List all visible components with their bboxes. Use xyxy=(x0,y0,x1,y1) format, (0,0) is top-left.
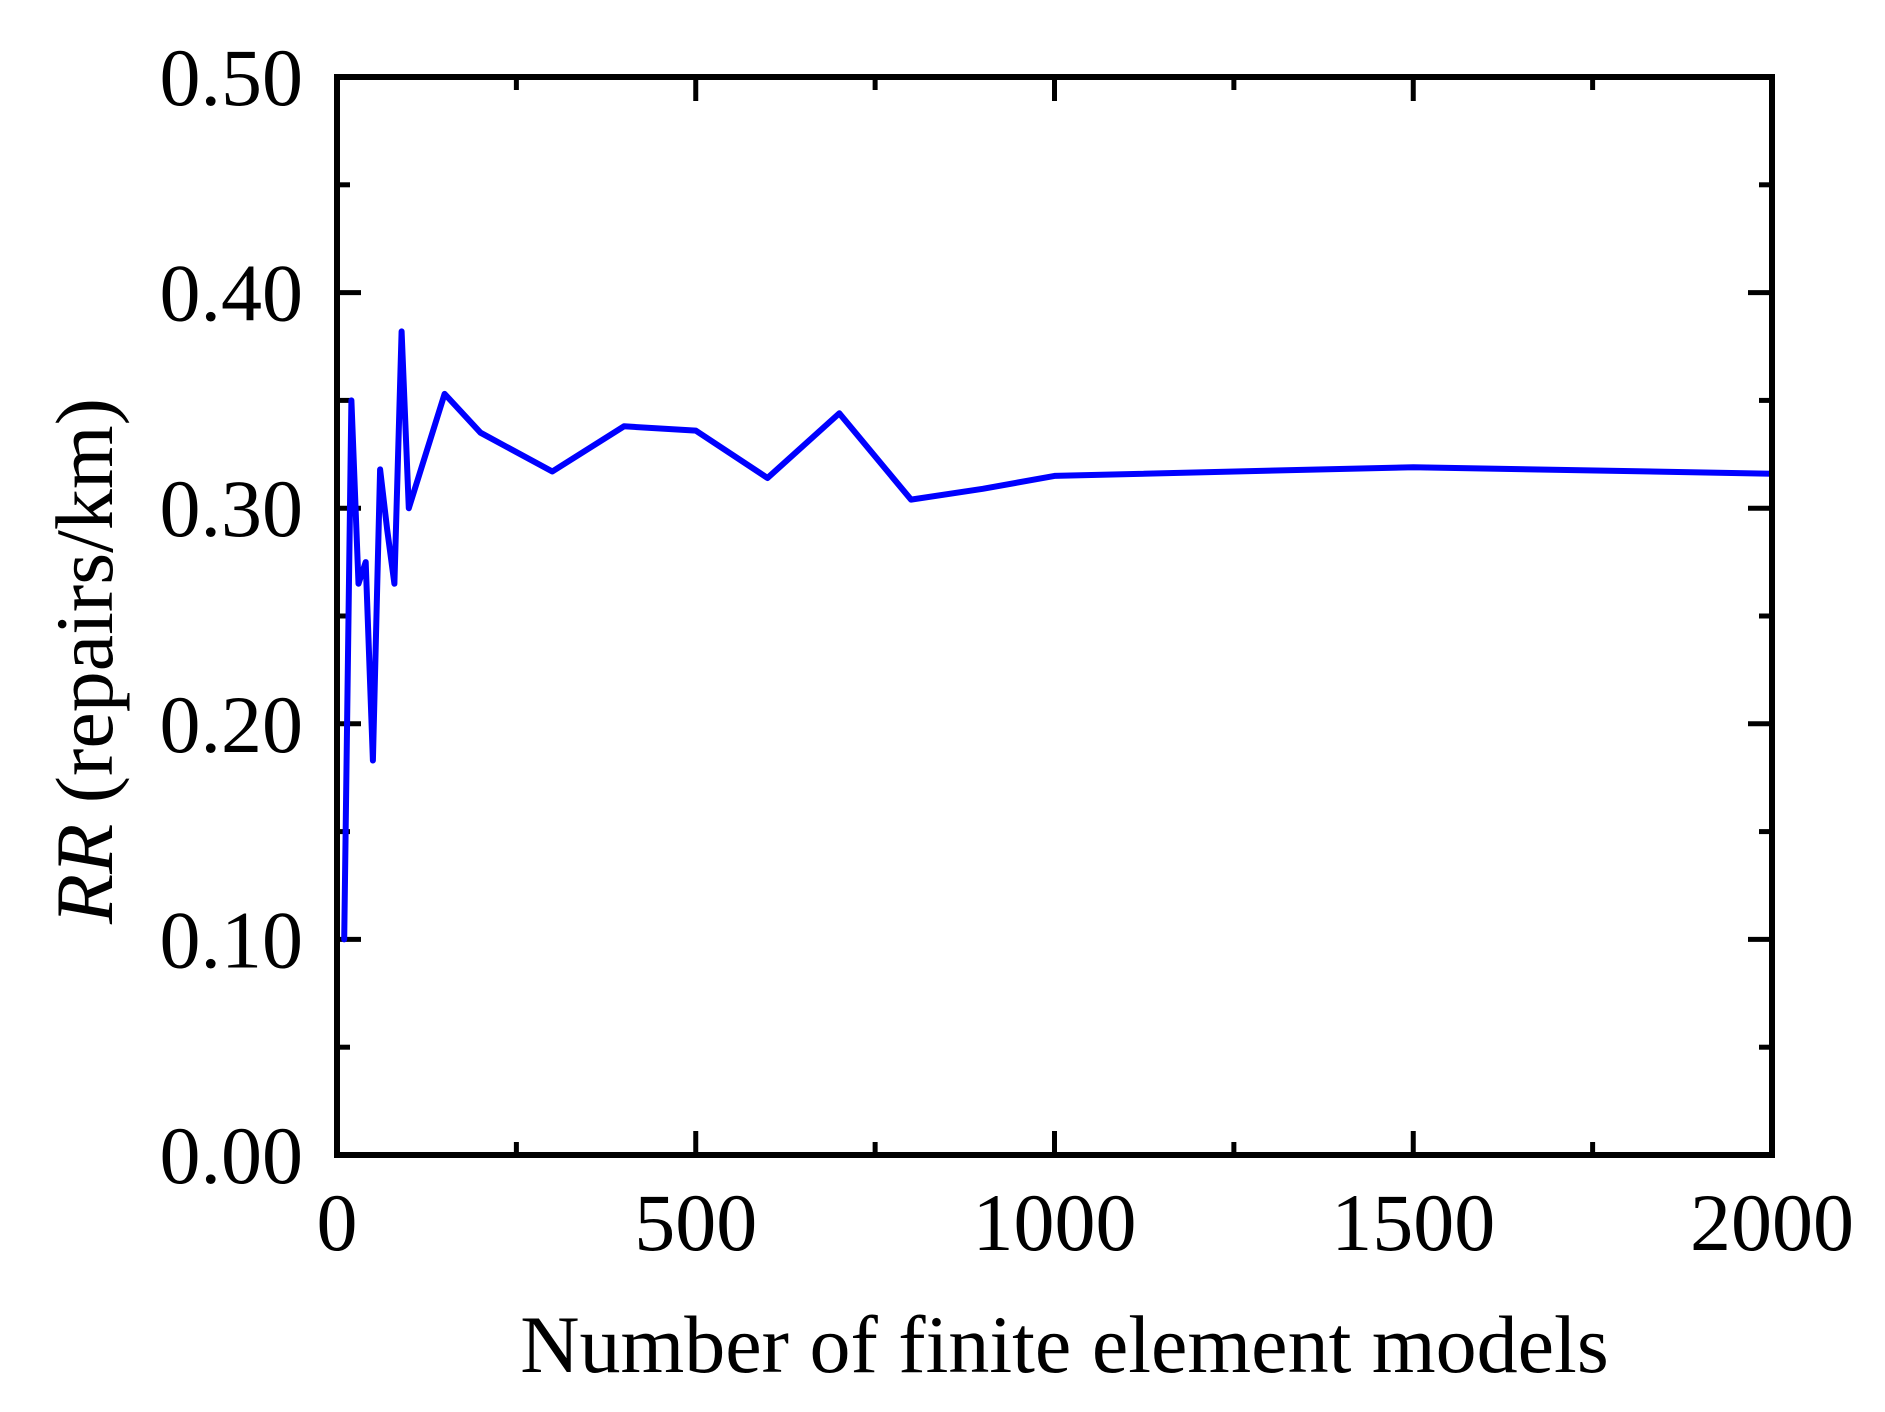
y-tick-label: 0.10 xyxy=(160,894,304,985)
plot-frame xyxy=(334,74,1775,1158)
y-axis-title: RR (repairs/km) xyxy=(39,398,130,925)
y-tick-label: 0.20 xyxy=(160,679,304,770)
x-tick-label: 1000 xyxy=(973,1177,1137,1268)
y-tick-label: 0.00 xyxy=(160,1110,304,1201)
x-tick-label: 2000 xyxy=(1690,1177,1854,1268)
y-tick-label: 0.50 xyxy=(160,32,304,123)
y-tick-label: 0.30 xyxy=(160,463,304,554)
x-axis-title: Number of finite element models xyxy=(520,1299,1608,1390)
y-tick-labels: 0.00 0.10 0.20 0.30 0.40 0.50 xyxy=(160,32,304,1201)
series-line xyxy=(341,328,1775,943)
y-axis-title-units: (repairs/km) xyxy=(39,398,130,824)
x-tick-label: 500 xyxy=(634,1177,757,1268)
y-tick-label: 0.40 xyxy=(160,248,304,339)
x-tick-label: 1500 xyxy=(1331,1177,1495,1268)
x-tick-labels: 0 500 1000 1500 2000 xyxy=(317,1177,1855,1268)
x-tick-label: 0 xyxy=(317,1177,358,1268)
axis-ticks xyxy=(334,74,1775,1158)
y-axis-title-symbol: RR xyxy=(39,824,130,925)
